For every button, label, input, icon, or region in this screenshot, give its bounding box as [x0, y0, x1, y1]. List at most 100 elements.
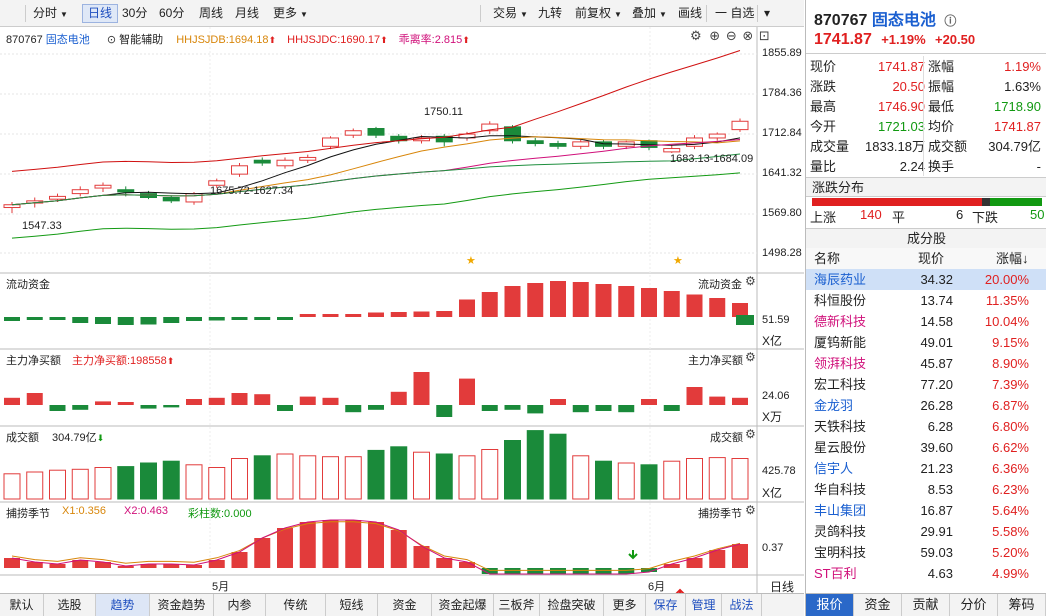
list-item[interactable]: 领湃科技 45.87 8.90%: [806, 353, 1046, 374]
list-item[interactable]: 海辰药业 34.32 20.00%: [806, 269, 1046, 290]
template-tab-7[interactable]: 资金: [378, 594, 432, 616]
stock-pct: 7.39%: [992, 377, 1029, 392]
quote-pct: +1.19%: [881, 32, 926, 47]
netbuy-bar: [4, 397, 20, 405]
list-item[interactable]: 灵鸽科技 29.91 5.58%: [806, 521, 1046, 542]
toolbar-btn-4[interactable]: 周线: [199, 6, 224, 20]
panel3-unit: X亿: [762, 486, 783, 500]
volume-bar: [140, 462, 157, 500]
fund-bar: [595, 284, 612, 317]
toolbar-right-btn-0[interactable]: 交易 ▼: [493, 6, 528, 20]
quote-tabs: 报价 资金 贡献 分价 筹码: [806, 593, 1046, 616]
stock-price: 21.23: [920, 461, 953, 476]
panel1-unit: X亿: [762, 334, 783, 348]
quote-tab-0[interactable]: 报价: [806, 594, 854, 616]
x1-line: [11, 521, 741, 571]
quote-label: 最低: [928, 99, 955, 114]
list-item[interactable]: 华自科技 8.53 6.23%: [806, 479, 1046, 500]
toolbar-btn-3[interactable]: 60分: [159, 6, 185, 20]
template-tab-4[interactable]: 内参: [214, 594, 266, 616]
toolbar-right-btn-5[interactable]: 一 自选: [715, 6, 755, 20]
season-bar: [254, 538, 271, 568]
fund-bar: [436, 311, 453, 317]
toolbar-right-btn-4[interactable]: 画线: [678, 6, 703, 20]
list-item[interactable]: 科恒股份 13.74 11.35%: [806, 290, 1046, 311]
template-tab-0[interactable]: 默认: [0, 594, 44, 616]
ytick-5: 1569.80: [762, 207, 802, 219]
assist-label[interactable]: 智能辅助: [119, 34, 164, 46]
volume-bar: [686, 458, 703, 500]
template-tab-14[interactable]: 战法: [722, 594, 762, 616]
toolbar-btn-6[interactable]: 更多 ▼: [273, 6, 308, 20]
netbuy-bar: [163, 405, 180, 408]
toolbar-btn-0[interactable]: 分时 ▼: [33, 6, 68, 20]
season-bar: [140, 564, 157, 568]
stock-name: 领湃科技: [814, 356, 867, 371]
template-tab-11[interactable]: 更多: [604, 594, 646, 616]
col-price[interactable]: 现价: [918, 251, 945, 266]
quote-value: 1718.90: [994, 99, 1041, 114]
gear-icon[interactable]: ⚙: [745, 503, 756, 517]
main-code: 870767: [6, 34, 43, 46]
template-tab-9[interactable]: 三板斧: [494, 594, 540, 616]
template-tab-2[interactable]: 趋势: [96, 594, 150, 616]
xaxis-may: 5月: [212, 581, 230, 593]
volume-bar: [413, 451, 430, 500]
ytick-3: 1712.84: [762, 127, 802, 139]
toolbar-right-btn-1[interactable]: 九转: [538, 6, 563, 20]
watchlist-dropdown-icon[interactable]: ▾: [764, 6, 771, 20]
quote-tab-1[interactable]: 资金: [854, 594, 902, 616]
close-icon[interactable]: ⊗: [742, 28, 754, 43]
settings-icon[interactable]: ⚙: [690, 28, 702, 43]
col-name[interactable]: 名称: [814, 251, 841, 266]
toolbar-btn-2[interactable]: 30分: [122, 6, 148, 20]
zoom-in-icon[interactable]: ⊕: [709, 28, 721, 43]
candle-body: [526, 140, 544, 145]
assist-icon[interactable]: ⊙: [106, 34, 117, 46]
gear-icon[interactable]: ⚙: [745, 427, 756, 441]
fund-bar: [368, 312, 384, 317]
template-tab-6[interactable]: 短线: [326, 594, 378, 616]
stock-name: 丰山集团: [814, 503, 867, 518]
season-bar: [413, 546, 430, 568]
chart-area[interactable]: 870767 固态电池 ⊙ 智能辅助 HHJSJDB:1694.18⬆ HHJS…: [0, 27, 804, 600]
quote-tab-4[interactable]: 筹码: [998, 594, 1046, 616]
template-tab-5[interactable]: 传统: [266, 594, 326, 616]
quote-tab-2[interactable]: 贡献: [902, 594, 950, 616]
zoom-out-icon[interactable]: ⊖: [725, 28, 737, 43]
list-item[interactable]: 德新科技 14.58 10.04%: [806, 311, 1046, 332]
maximize-icon[interactable]: ⊡: [758, 28, 770, 43]
template-tab-12[interactable]: 保存: [646, 594, 686, 616]
list-item[interactable]: 星云股份 39.60 6.62%: [806, 437, 1046, 458]
netbuy-bar: [117, 402, 134, 405]
toolbar-right-btn-3[interactable]: 叠加 ▼: [632, 6, 667, 20]
list-item[interactable]: 宝明科技 59.03 5.20%: [806, 542, 1046, 563]
col-pct[interactable]: 涨幅↓: [996, 251, 1029, 266]
toolbar-btn-5[interactable]: 月线: [235, 6, 260, 20]
template-tab-13[interactable]: 管理: [686, 594, 722, 616]
season-bar: [595, 568, 612, 574]
template-tab-8[interactable]: 资金起爆: [432, 594, 494, 616]
list-item[interactable]: 丰山集团 16.87 5.64%: [806, 500, 1046, 521]
toolbar-btn-1[interactable]: 日线: [82, 4, 119, 23]
gear-icon[interactable]: ⚙: [745, 274, 756, 288]
list-item[interactable]: 宏工科技 77.20 7.39%: [806, 374, 1046, 395]
template-tab-3[interactable]: 资金趋势: [150, 594, 214, 616]
template-tab-1[interactable]: 选股: [44, 594, 96, 616]
list-item[interactable]: 厦钨新能 49.01 9.15%: [806, 332, 1046, 353]
quote-tab-3[interactable]: 分价: [950, 594, 998, 616]
gear-icon[interactable]: ⚙: [745, 350, 756, 364]
list-item[interactable]: 天铁科技 6.28 6.80%: [806, 416, 1046, 437]
toolbar-right-btn-2[interactable]: 前复权 ▼: [575, 6, 622, 20]
info-icon[interactable]: ⓘ: [944, 14, 957, 28]
ma30-line: [11, 153, 741, 206]
season-bar: [322, 520, 339, 568]
toolbar-separator: [706, 5, 707, 22]
volume-bar: [276, 453, 294, 500]
kline-chart-svg[interactable]: [0, 27, 804, 600]
list-item[interactable]: ST百利 4.63 4.99%: [806, 563, 1046, 584]
list-item[interactable]: 信宇人 21.23 6.36%: [806, 458, 1046, 479]
list-item[interactable]: 金龙羽 26.28 6.87%: [806, 395, 1046, 416]
template-tab-10[interactable]: 捡盘突破: [540, 594, 604, 616]
indicator-template-bar: 默认 选股 趋势 资金趋势 内参 传统 短线 资金 资金起爆 三板斧 捡盘突破 更多 保存 管理 战法: [0, 593, 804, 616]
